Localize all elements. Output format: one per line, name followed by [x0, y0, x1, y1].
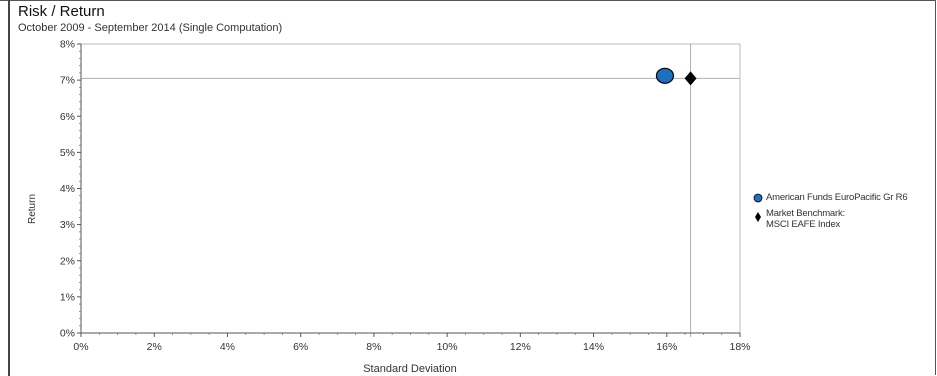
y-tick-label: 0% — [60, 328, 75, 340]
y-tick-label: 7% — [60, 75, 75, 87]
x-tick-label: 16% — [656, 341, 677, 353]
y-tick-label: 2% — [60, 255, 75, 267]
y-tick-label: 1% — [60, 291, 75, 303]
x-tick-label: 10% — [437, 341, 458, 353]
y-tick-label: 4% — [60, 183, 75, 195]
chart-title: Risk / Return — [18, 3, 105, 20]
y-axis-label: Return — [27, 194, 38, 224]
x-tick-label: 0% — [73, 341, 88, 353]
plot-area — [80, 43, 741, 334]
data-point-benchmark — [684, 71, 697, 86]
x-tick-label: 4% — [220, 341, 235, 353]
x-tick-label: 2% — [147, 341, 162, 353]
x-tick-label: 12% — [510, 341, 531, 353]
legend-item-fund: American Funds EuroPacific Gr R6 — [752, 192, 908, 204]
x-tick-label: 18% — [729, 341, 750, 353]
data-point-fund — [655, 67, 675, 84]
y-tick-label: 6% — [60, 111, 75, 123]
circle-marker-icon — [752, 192, 764, 204]
legend: American Funds EuroPacific Gr R6 Market … — [752, 192, 908, 234]
y-tick-label: 3% — [60, 219, 75, 231]
chart-subtitle: October 2009 - September 2014 (Single Co… — [18, 22, 283, 34]
x-tick-label: 6% — [293, 341, 308, 353]
legend-label-fund: American Funds EuroPacific Gr R6 — [766, 192, 908, 203]
x-tick-label: 14% — [583, 341, 604, 353]
diamond-marker-icon — [752, 211, 764, 223]
y-tick-label: 8% — [60, 39, 75, 51]
left-border — [8, 0, 10, 376]
legend-label-benchmark: Market Benchmark: MSCI EAFE Index — [766, 208, 845, 230]
x-tick-label: 8% — [366, 341, 381, 353]
y-tick-label: 5% — [60, 147, 75, 159]
x-axis-label: Standard Deviation — [363, 363, 457, 375]
legend-item-benchmark: Market Benchmark: MSCI EAFE Index — [752, 208, 907, 230]
